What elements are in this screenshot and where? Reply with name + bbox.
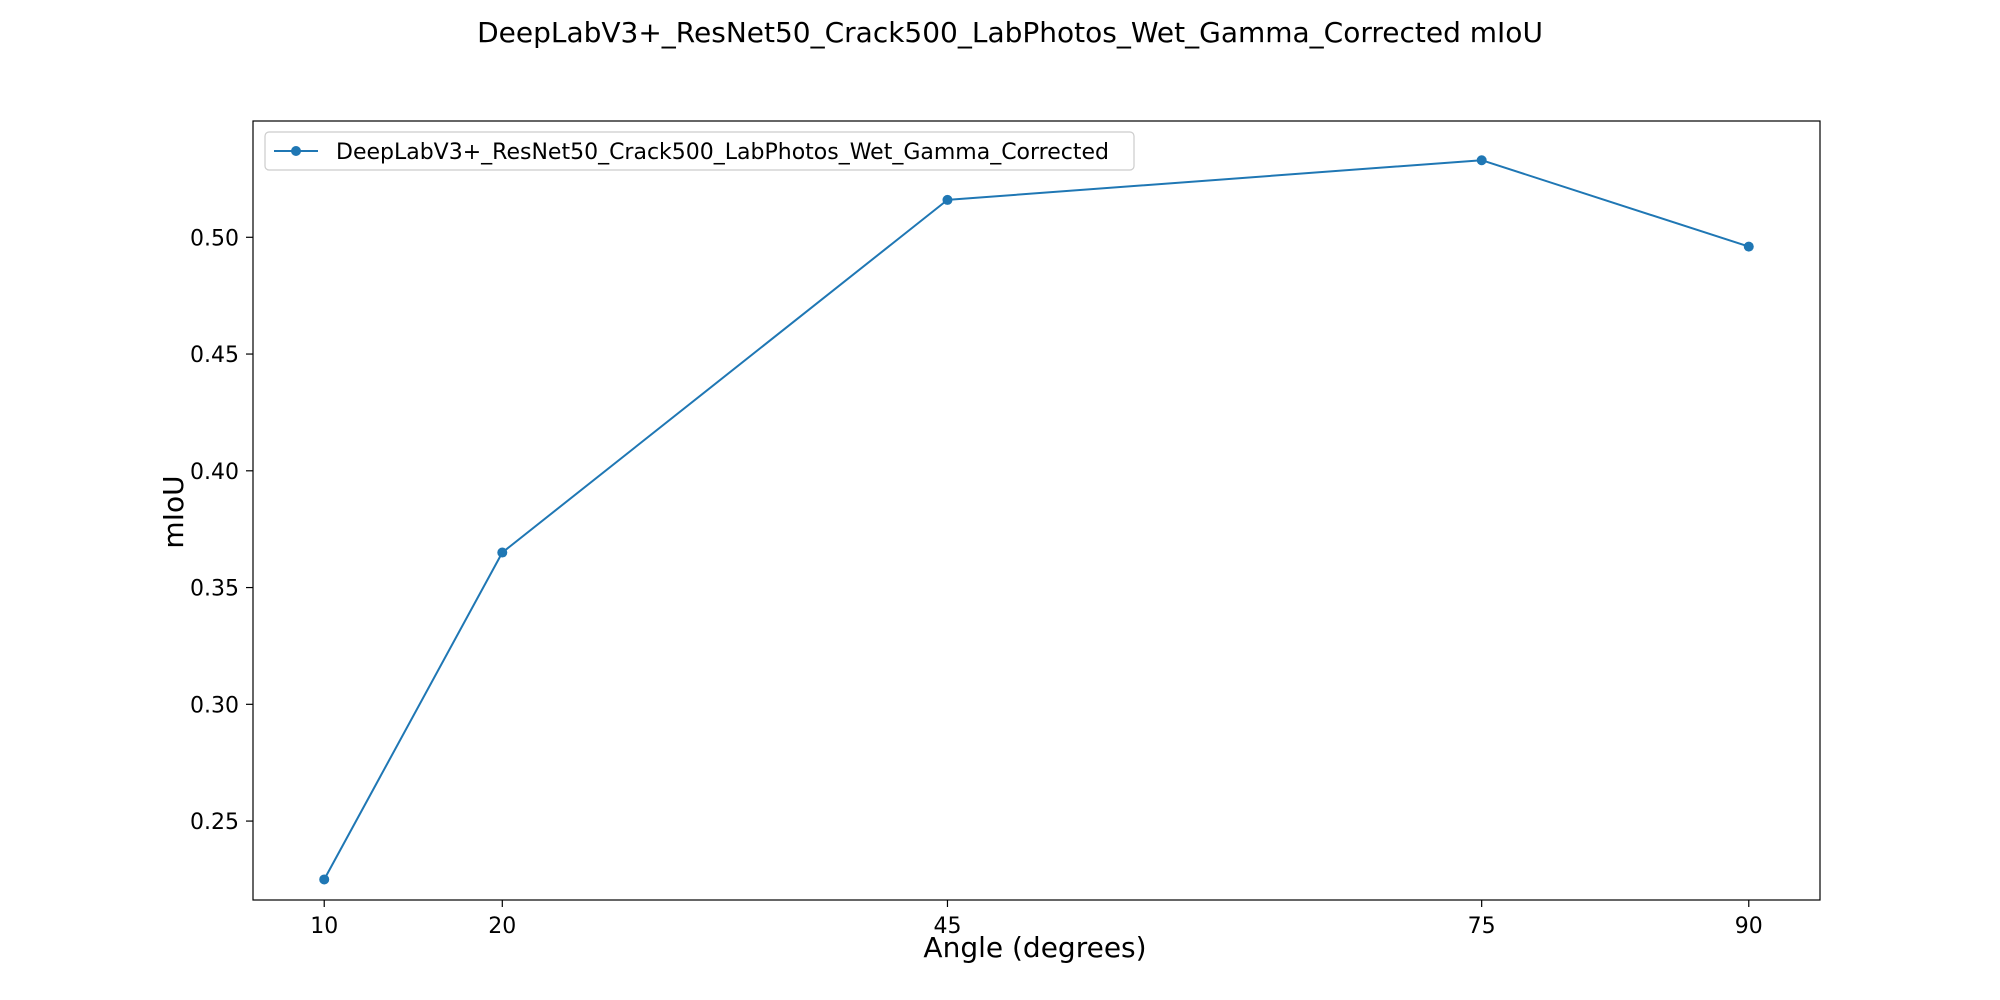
chart-title: DeepLabV3+_ResNet50_Crack500_LabPhotos_W… [477, 16, 1543, 49]
y-tick-label: 0.40 [190, 460, 239, 485]
series-layer [319, 155, 1754, 885]
y-axis: 0.25 0.30 0.35 0.40 0.45 0.50 [190, 226, 253, 835]
data-point [942, 194, 953, 205]
x-axis-label: Angle (degrees) [923, 931, 1146, 964]
y-tick-label: 0.50 [190, 226, 239, 251]
x-tick-label: 90 [1735, 914, 1763, 939]
x-tick-label: 75 [1468, 914, 1496, 939]
x-axis: 10 20 45 75 90 [310, 900, 1763, 939]
y-tick-label: 0.35 [190, 577, 239, 602]
y-tick-label: 0.25 [190, 810, 239, 835]
x-tick-label: 10 [310, 914, 338, 939]
x-tick-label: 20 [488, 914, 516, 939]
y-tick-label: 0.30 [190, 693, 239, 718]
legend-box [264, 131, 1135, 171]
x-tick-label: 45 [933, 914, 961, 939]
data-point [1476, 155, 1487, 166]
plot-area [252, 120, 1821, 901]
legend: DeepLabV3+_ResNet50_Crack500_LabPhotos_W… [264, 131, 1135, 171]
data-point [497, 547, 508, 558]
legend-marker [291, 146, 301, 156]
legend-label: DeepLabV3+_ResNet50_Crack500_LabPhotos_W… [336, 140, 1109, 165]
y-axis-label: mIoU [157, 475, 190, 548]
data-point [319, 874, 330, 885]
y-tick-label: 0.45 [190, 343, 239, 368]
data-point [1743, 241, 1754, 252]
